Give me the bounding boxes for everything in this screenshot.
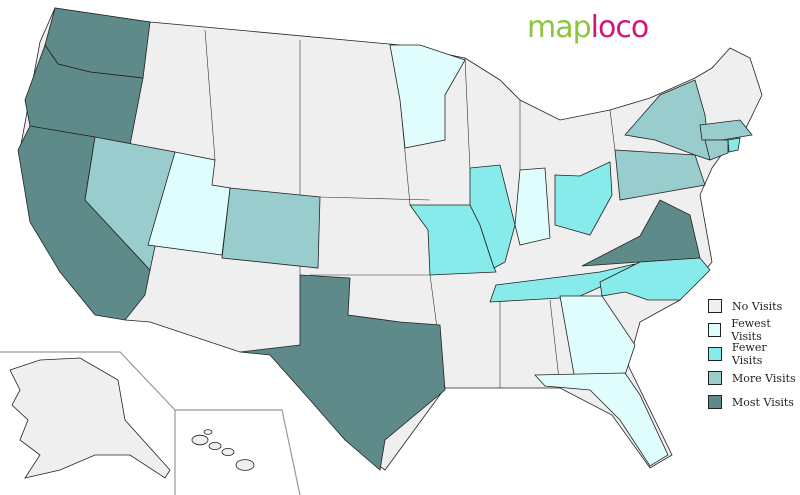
legend-item-more-visits: More Visits <box>708 366 800 390</box>
maploco-logo: maploco <box>527 10 649 45</box>
state-border <box>549 299 561 389</box>
state-ut <box>147 151 231 256</box>
state-fl <box>534 372 669 467</box>
hawaii-island <box>191 434 209 446</box>
state-il <box>469 164 516 269</box>
state-border <box>204 29 216 161</box>
legend-item-most-visits: Most Visits <box>708 390 800 414</box>
state-border <box>464 57 471 171</box>
legend-item-fewest-visits: Fewest Visits <box>708 317 800 343</box>
state-oh <box>554 161 613 236</box>
hawaii-island <box>221 447 235 456</box>
alaska <box>9 357 171 479</box>
legend: No Visits Fewest Visits Fewer Visits Mor… <box>708 294 800 414</box>
legend-swatch <box>708 299 722 313</box>
state-nc <box>599 257 711 301</box>
hawaii-inset-border <box>175 409 301 495</box>
legend-swatch <box>708 371 722 385</box>
state-mn <box>389 44 466 149</box>
state-ct <box>704 139 729 161</box>
legend-swatch <box>708 323 722 337</box>
legend-swatch <box>708 395 722 409</box>
hawaii-island <box>203 429 213 435</box>
state-co <box>221 187 321 269</box>
hawaii-island <box>208 441 222 450</box>
state-border <box>609 109 616 151</box>
state-pa <box>614 149 706 201</box>
state-border <box>319 196 431 201</box>
legend-item-no-visits: No Visits <box>708 294 800 318</box>
alaska-inset-border <box>0 351 176 495</box>
state-tx <box>239 274 446 471</box>
hawaii-island <box>235 459 255 471</box>
legend-swatch <box>708 347 722 361</box>
legend-item-fewer-visits: Fewer Visits <box>708 341 800 367</box>
state-or <box>24 44 144 146</box>
state-ga <box>559 295 636 381</box>
state-in <box>514 167 551 246</box>
state-ma <box>699 119 753 141</box>
state-ri <box>727 137 741 153</box>
